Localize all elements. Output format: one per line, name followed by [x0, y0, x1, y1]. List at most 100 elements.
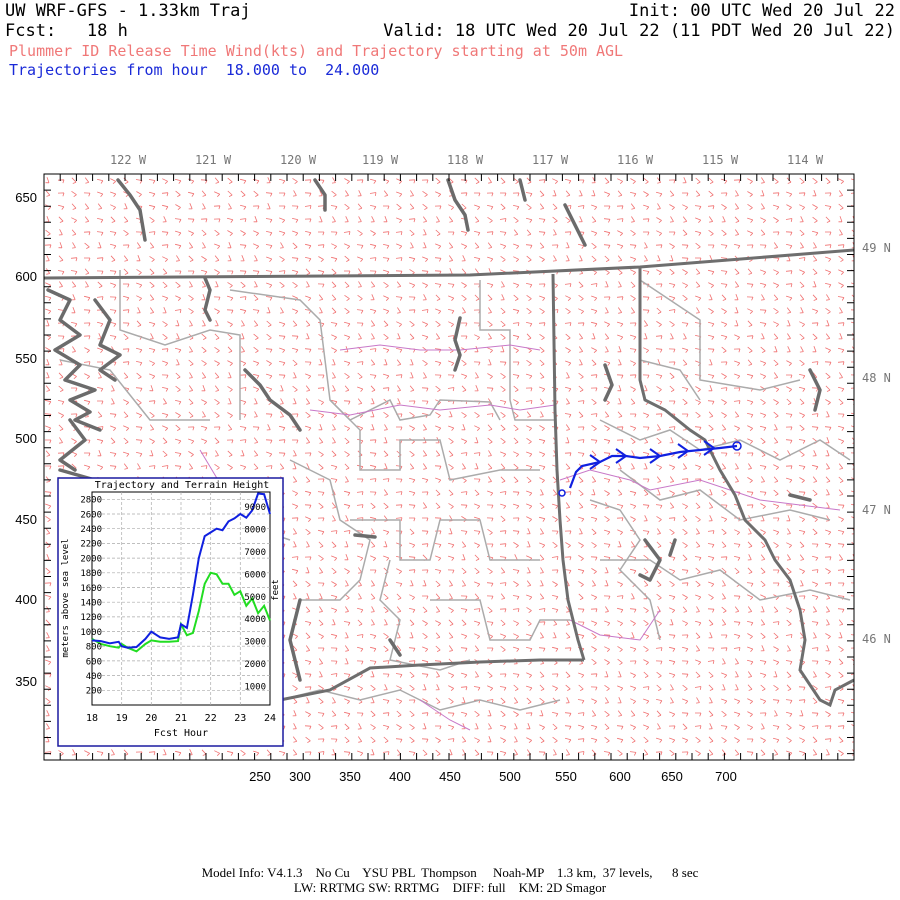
map-subtitle: Plummer ID Release Time Wind(kts) and Tr… [9, 42, 624, 60]
x-tick-label: 700 [715, 769, 737, 784]
lon-label: 115 W [702, 153, 739, 167]
lat-label: 46 N [862, 632, 891, 646]
init-time: Init: 00 UTC Wed 20 Jul 22 [628, 1, 895, 21]
lon-label: 114 W [787, 153, 824, 167]
trajectory-height-inset: Trajectory and Terrain Height 18 19 20 2… [57, 477, 284, 747]
inset-x-tick-label: 20 [145, 713, 157, 724]
inset-y-right-ticks: 1000 2000 3000 4000 5000 6000 7000 8000 … [244, 503, 266, 692]
inset-y2-tick-label: 5000 [244, 593, 266, 603]
inset-x-tick-label: 19 [116, 713, 128, 724]
x-tick-label: 500 [499, 769, 521, 784]
inset-y-tick-label: 1200 [80, 613, 102, 623]
forecast-hour: Fcst: 18 h [5, 21, 128, 41]
inset-y2-tick-label: 1000 [244, 682, 266, 692]
y-tick-label: 450 [15, 512, 37, 527]
inset-y-tick-label: 1600 [80, 584, 102, 594]
inset-y-left-ticks: 200 400 600 800 1000 1200 1400 1600 1800… [80, 496, 102, 697]
inset-y-tick-label: 800 [86, 643, 102, 653]
inset-frame [57, 477, 284, 747]
release-point-marker [558, 489, 566, 497]
inset-y-tick-label: 2600 [80, 510, 102, 520]
x-tick-label: 550 [555, 769, 577, 784]
model-info: Model Info: V4.1.3 No Cu YSU PBL Thompso… [201, 865, 699, 880]
inset-x-ticks: 18 19 20 21 22 23 24 [86, 713, 276, 724]
inset-y2-tick-label: 8000 [244, 526, 266, 536]
x-tick-label: 600 [609, 769, 631, 784]
lon-label: 120 W [280, 153, 317, 167]
map-ticks [43, 173, 854, 760]
valid-time: Valid: 18 UTC Wed 20 Jul 22 (11 PDT Wed … [383, 21, 895, 41]
model-physics: LW: RRTMG SW: RRTMG DIFF: full KM: 2D Sm… [293, 880, 607, 895]
trajectory-arrow-icon [677, 443, 690, 459]
wind-barb-field [44, 177, 854, 757]
lat-label: 48 N [862, 371, 891, 385]
y-tick-label: 350 [15, 674, 37, 689]
lon-label: 119 W [362, 153, 399, 167]
y-tick-label: 550 [15, 351, 37, 366]
trajectory-line [568, 444, 738, 489]
inset-series-line [91, 492, 271, 649]
lat-label: 49 N [862, 241, 891, 255]
inset-y-tick-label: 2000 [80, 554, 102, 564]
inset-y2-tick-label: 9000 [244, 503, 266, 513]
state-borders [44, 248, 854, 708]
inset-y2-axis-label: feet [271, 579, 281, 601]
inset-y-tick-label: 200 [86, 687, 102, 697]
inset-y-axis-label: meters above sea level [61, 538, 71, 657]
inset-gridlines [92, 492, 270, 705]
latitude-labels: 49 N 48 N 47 N 46 N [862, 241, 891, 646]
trajectory-arrow-icon [615, 448, 628, 464]
y-tick-label: 600 [15, 269, 37, 284]
inset-x-tick-label: 24 [264, 713, 276, 724]
lon-label: 118 W [447, 153, 484, 167]
trajectory-arrow-icon [589, 454, 602, 470]
inset-x-tick-label: 18 [86, 713, 98, 724]
lon-label: 117 W [532, 153, 569, 167]
inset-x-axis-label: Fcst Hour [154, 728, 208, 739]
inset-y2-tick-label: 4000 [244, 615, 266, 625]
lon-label: 121 W [195, 153, 232, 167]
longitude-labels: 122 W 121 W 120 W 119 W 118 W 117 W 116 … [110, 153, 824, 167]
y-tick-label: 400 [15, 592, 37, 607]
map-axis-labels: 250 300 350 400 450 500 550 600 650 700 … [15, 190, 737, 784]
trajectory-path [558, 440, 742, 497]
inset-y-tick-label: 2800 [80, 496, 102, 506]
inset-y2-tick-label: 3000 [244, 638, 266, 648]
map-geography [44, 178, 854, 731]
x-tick-label: 650 [661, 769, 683, 784]
inset-x-tick-label: 21 [175, 713, 187, 724]
inset-y2-tick-label: 7000 [244, 548, 266, 558]
inset-y-tick-label: 2200 [80, 540, 102, 550]
inset-x-tick-label: 22 [205, 713, 217, 724]
map-title: UW WRF-GFS - 1.33km Traj [5, 1, 251, 21]
trajectory-arrow-icon [703, 440, 716, 456]
x-tick-label: 300 [289, 769, 311, 784]
trajectory-end-marker [732, 441, 742, 451]
inset-series-line [91, 571, 271, 653]
trajectory-arrow-icon [649, 448, 662, 464]
lat-label: 47 N [862, 503, 891, 517]
inset-y-tick-label: 600 [86, 657, 102, 667]
inset-y2-tick-label: 2000 [244, 660, 266, 670]
inset-y-tick-label: 1800 [80, 569, 102, 579]
inset-x-tick-label: 23 [234, 713, 246, 724]
inset-y2-tick-label: 6000 [244, 570, 266, 580]
x-tick-label: 400 [389, 769, 411, 784]
inset-y-tick-label: 2400 [80, 525, 102, 535]
x-tick-label: 250 [249, 769, 271, 784]
lon-label: 122 W [110, 153, 147, 167]
y-tick-label: 650 [15, 190, 37, 205]
inset-grid [92, 492, 270, 705]
coastlines-lakes [46, 178, 822, 682]
inset-y-tick-label: 1400 [80, 599, 102, 609]
lon-label: 116 W [617, 153, 654, 167]
x-tick-label: 450 [439, 769, 461, 784]
inset-lines [91, 492, 271, 653]
map-tick-marks [43, 173, 854, 760]
x-tick-label: 350 [339, 769, 361, 784]
inset-y-tick-label: 1000 [80, 628, 102, 638]
y-tick-label: 500 [15, 431, 37, 446]
wind-barbs [44, 177, 854, 757]
inset-title: Trajectory and Terrain Height [95, 480, 270, 491]
